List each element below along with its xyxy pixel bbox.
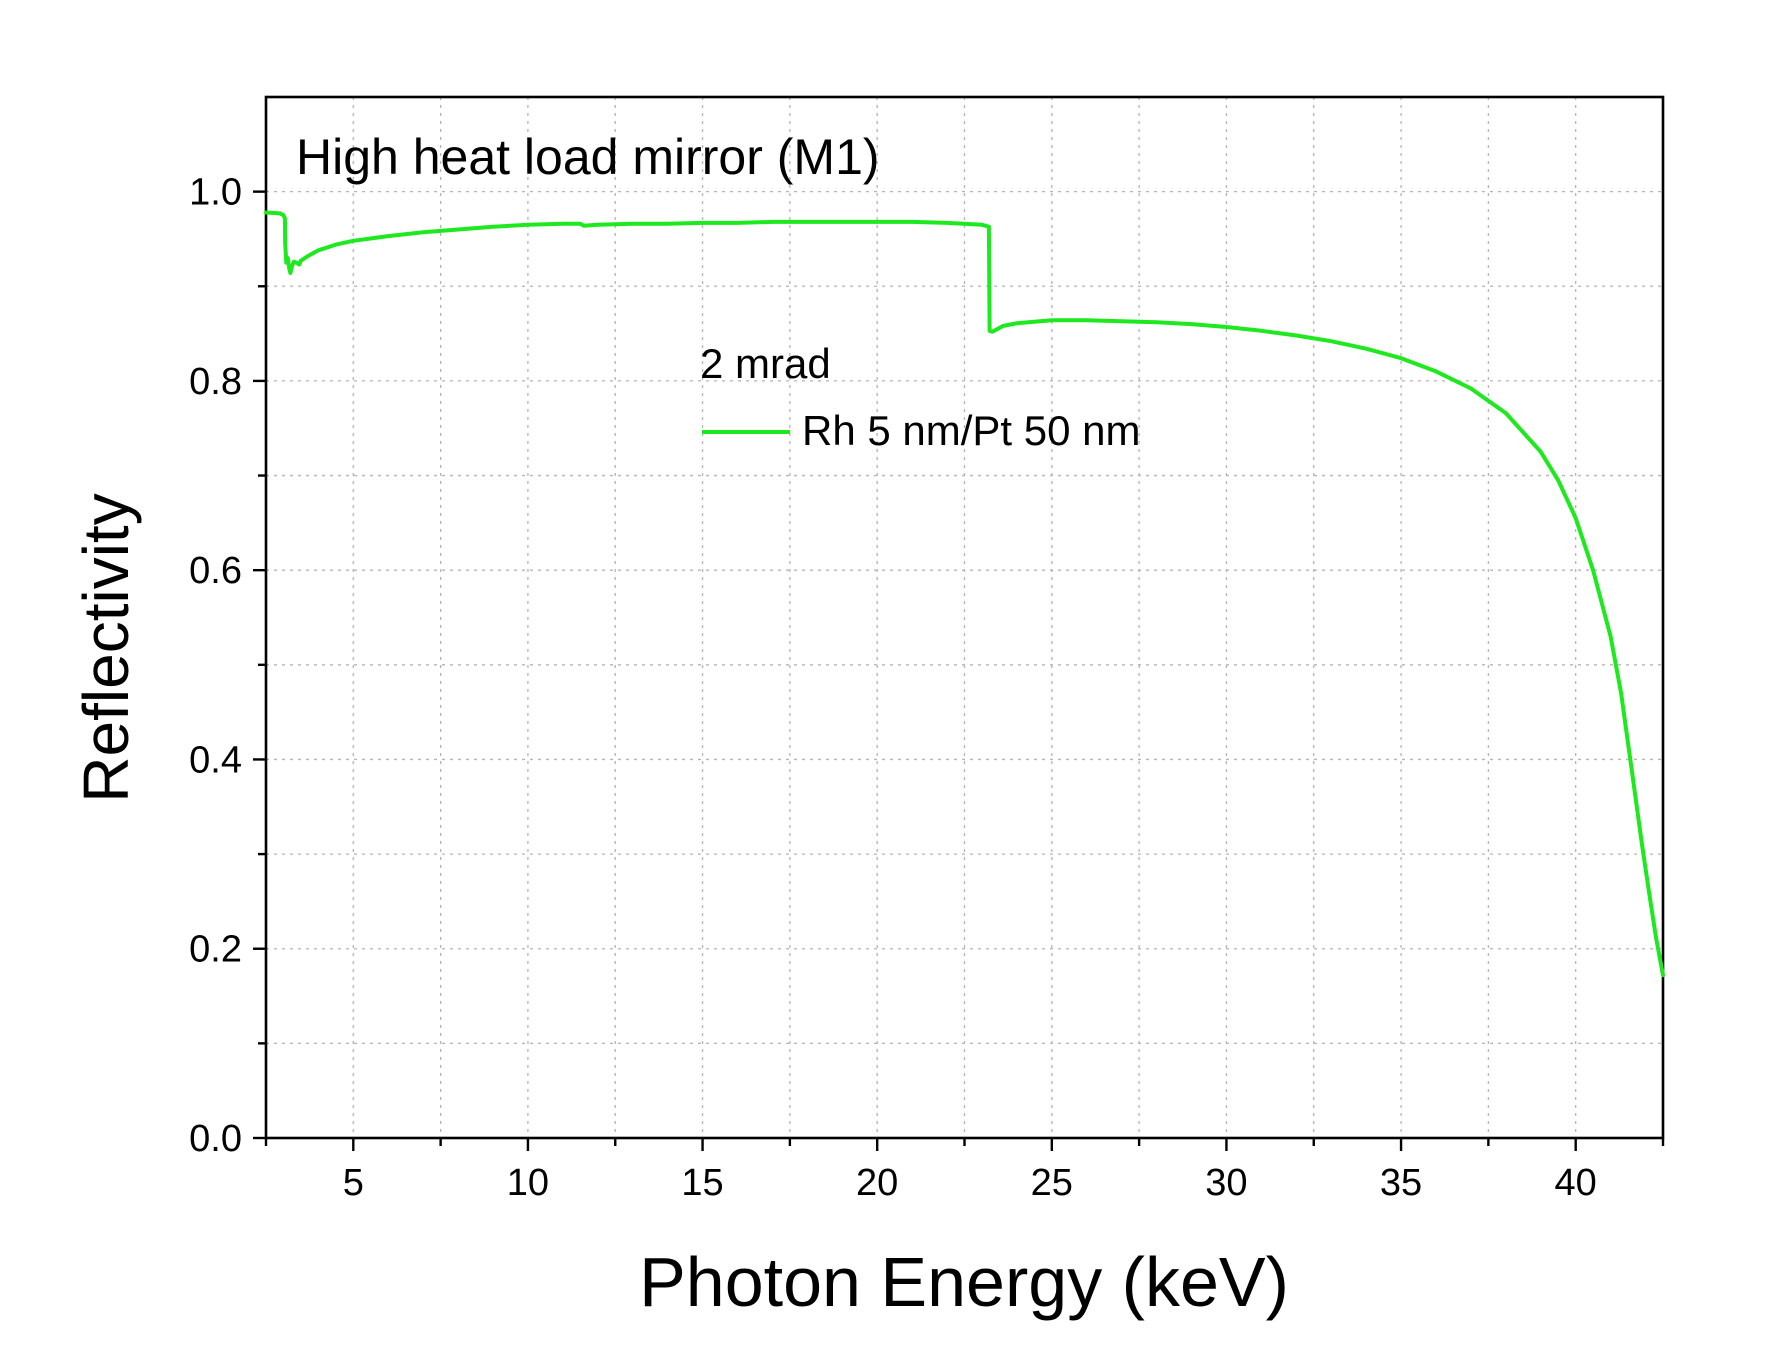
x-tick-label: 25 bbox=[1031, 1162, 1073, 1204]
legend: 2 mrad Rh 5 nm/Pt 50 nm bbox=[700, 340, 1140, 454]
axis-ticks bbox=[253, 190, 1665, 1151]
y-axis-title: Reflectivity bbox=[70, 493, 142, 802]
y-tick-label: 0.2 bbox=[189, 929, 242, 971]
grid-lines bbox=[266, 97, 1663, 1138]
x-tick-label: 40 bbox=[1555, 1162, 1597, 1204]
x-tick-label: 20 bbox=[856, 1162, 898, 1204]
x-tick-label: 5 bbox=[343, 1162, 364, 1204]
y-tick-label: 0.6 bbox=[189, 550, 242, 592]
y-tick-label: 0.0 bbox=[189, 1118, 242, 1160]
x-tick-label: 30 bbox=[1205, 1162, 1247, 1204]
x-axis-title: Photon Energy (keV) bbox=[639, 1243, 1289, 1321]
y-tick-label: 0.4 bbox=[189, 739, 242, 781]
y-tick-label: 0.8 bbox=[189, 361, 242, 403]
tick-labels: 5 10 15 20 25 30 35 40 0.0 0.2 0.4 0.6 0.8 1.0 bbox=[189, 172, 1597, 1204]
x-tick-label: 10 bbox=[507, 1162, 549, 1204]
legend-title: 2 mrad bbox=[700, 340, 831, 387]
x-tick-label: 35 bbox=[1380, 1162, 1422, 1204]
x-tick-label: 15 bbox=[681, 1162, 723, 1204]
legend-label: Rh 5 nm/Pt 50 nm bbox=[802, 407, 1140, 454]
y-tick-label: 1.0 bbox=[189, 172, 242, 214]
series-line bbox=[264, 210, 1665, 978]
chart-annotation: High heat load mirror (M1) bbox=[296, 129, 880, 185]
